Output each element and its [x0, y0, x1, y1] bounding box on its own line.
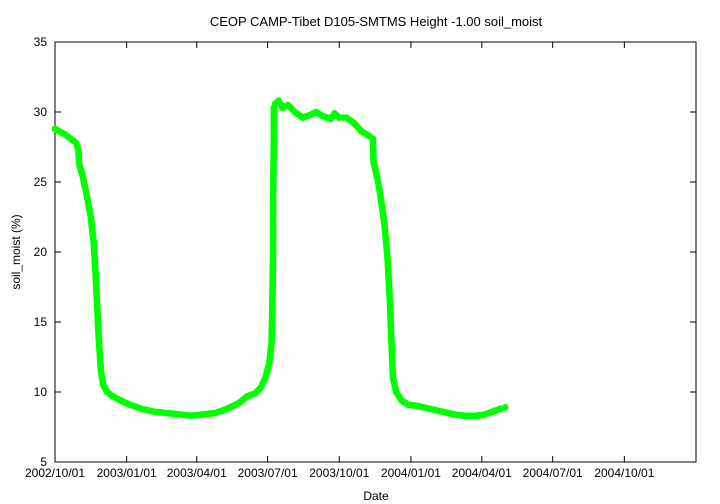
x-tick-label: 2004/01/01 — [381, 466, 441, 480]
y-axis-label: soil_moist (%) — [9, 214, 23, 289]
y-tick-label: 30 — [34, 105, 48, 119]
data-series — [51, 97, 509, 420]
x-axis-label: Date — [363, 489, 389, 503]
y-axis: 5 10 15 20 25 30 35 — [34, 35, 696, 469]
x-tick-label: 2004/04/01 — [452, 466, 512, 480]
chart-title: CEOP CAMP-Tibet D105-SMTMS Height -1.00 … — [210, 14, 543, 29]
y-tick-label: 25 — [34, 175, 48, 189]
data-point — [501, 404, 509, 411]
series-line — [54, 100, 506, 417]
plot-frame — [54, 41, 697, 463]
y-tick-label: 10 — [34, 385, 48, 399]
x-tick-label: 2003/10/01 — [309, 466, 369, 480]
y-tick-label: 15 — [34, 315, 48, 329]
y-tick-label: 5 — [40, 455, 47, 469]
x-tick-label: 2003/01/01 — [97, 466, 157, 480]
y-tick-label: 35 — [34, 35, 48, 49]
x-tick-label: 2004/07/01 — [523, 466, 583, 480]
x-tick-label: 2002/10/01 — [25, 466, 85, 480]
x-tick-label: 2004/10/01 — [594, 466, 654, 480]
x-tick-label: 2003/04/01 — [167, 466, 227, 480]
x-axis: 2002/10/01 2003/01/01 2003/04/01 2003/07/01… — [25, 42, 655, 480]
x-tick-label: 2003/07/01 — [238, 466, 298, 480]
y-tick-label: 20 — [34, 245, 48, 259]
